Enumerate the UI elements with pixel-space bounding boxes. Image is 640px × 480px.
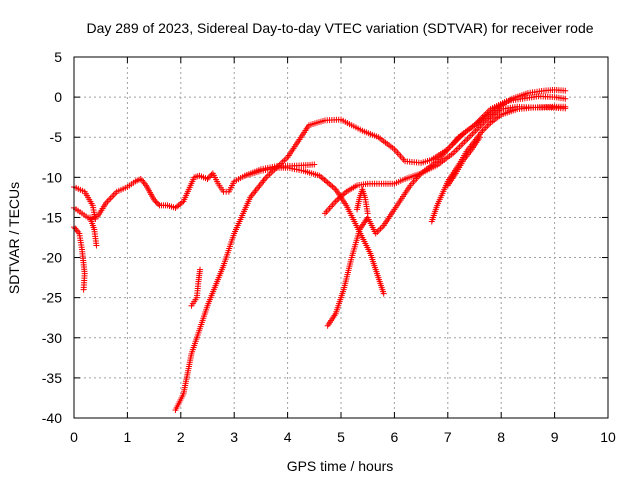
data-point: [152, 198, 159, 205]
data-point: [155, 201, 162, 208]
grid: [74, 57, 608, 418]
data-point: [153, 199, 160, 206]
plot-frame: [73, 56, 609, 419]
data-points: [71, 86, 569, 413]
data-point: [205, 174, 212, 181]
x-tick-label: 6: [391, 429, 399, 445]
tick-labels: 0 1 2 3 4 5 6 7 8 9 10 5 0 -5 -10 -15 -20 -25 -30 -35 -40: [42, 49, 616, 445]
series-track-2: [71, 161, 318, 223]
series-track-11: [428, 103, 569, 225]
data-point: [80, 286, 87, 293]
data-point: [207, 173, 214, 180]
x-tick-label: 10: [600, 429, 616, 445]
series-track-12: [444, 134, 483, 189]
data-point: [562, 95, 569, 102]
y-tick-label: 5: [54, 49, 62, 65]
series-track-9: [324, 93, 569, 329]
y-tick-label: -40: [42, 410, 62, 426]
x-tick-label: 2: [177, 429, 185, 445]
series-track-10: [354, 186, 371, 217]
data-point: [93, 242, 100, 249]
chart-title: Day 289 of 2023, Sidereal Day-to-day VTE…: [86, 20, 593, 36]
series-track-4: [87, 214, 100, 249]
x-tick-label: 0: [70, 429, 78, 445]
data-point: [380, 290, 387, 297]
x-tick-label: 9: [551, 429, 559, 445]
data-point: [311, 161, 318, 168]
y-tick-label: -15: [42, 209, 62, 225]
x-tick-label: 8: [497, 429, 505, 445]
y-tick-label: -25: [42, 290, 62, 306]
y-axis-label: SDTVAR / TECUs: [6, 182, 22, 294]
y-tick-label: -30: [42, 330, 62, 346]
x-tick-label: 4: [284, 429, 292, 445]
data-point: [197, 266, 204, 273]
data-point: [151, 196, 158, 203]
data-point: [204, 175, 211, 182]
x-tick-label: 7: [444, 429, 452, 445]
x-axis-label: GPS time / hours: [287, 458, 394, 474]
data-point: [476, 134, 483, 141]
data-point: [364, 210, 371, 217]
x-tick-label: 3: [230, 429, 238, 445]
y-tick-label: -20: [42, 250, 62, 266]
y-tick-label: -10: [42, 169, 62, 185]
series-track-6: [188, 266, 204, 309]
y-tick-label: 0: [54, 89, 62, 105]
x-tick-label: 1: [124, 429, 132, 445]
y-tick-label: -35: [42, 370, 62, 386]
y-tick-label: -5: [50, 129, 63, 145]
data-point: [562, 87, 569, 94]
x-tick-label: 5: [337, 429, 345, 445]
data-point: [562, 103, 569, 110]
